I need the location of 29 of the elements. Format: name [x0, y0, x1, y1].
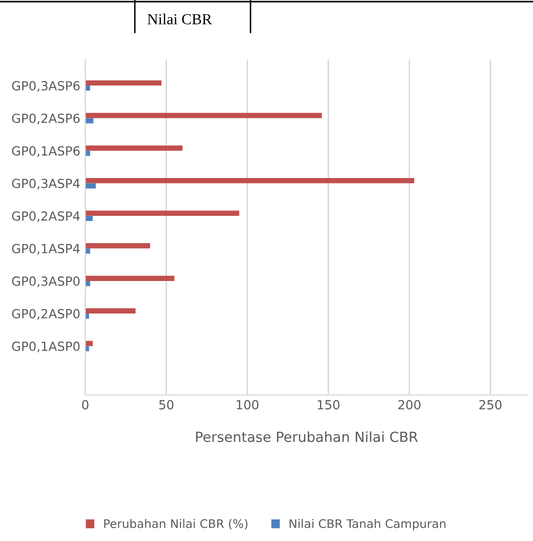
x-tick-label: 200 — [398, 400, 420, 410]
legend-label: Nilai CBR Tanah Campuran — [290, 518, 446, 530]
y-tick-label: GP0,2ASP4 — [12, 211, 80, 222]
chart-title: Nilai CBR — [148, 14, 212, 24]
bar — [85, 183, 96, 188]
x-axis-title: Persentase Perubahan Nilai CBR — [196, 431, 418, 442]
x-tick-label: 250 — [479, 400, 502, 410]
bar — [85, 80, 162, 86]
bar — [85, 308, 136, 314]
bar — [85, 145, 183, 151]
x-tick-label: 0 — [82, 400, 88, 410]
y-tick-label: GP0,2ASP6 — [12, 114, 80, 124]
y-tick-label: GP0,1ASP6 — [12, 146, 80, 157]
x-tick-label: 100 — [236, 400, 258, 410]
bar — [85, 243, 150, 248]
bar — [85, 210, 240, 216]
y-tick-label: GP0,3ASP0 — [12, 276, 80, 288]
legend-label: Perubahan Nilai CBR (%) — [104, 518, 248, 530]
y-tick-label: GP0,2ASP0 — [12, 308, 80, 320]
y-tick-label: GP0,1ASP0 — [12, 342, 80, 352]
y-tick-label: GP0,3ASP6 — [12, 81, 80, 92]
y-tick-label: GP0,1ASP4 — [12, 244, 80, 255]
x-tick-label: 150 — [318, 400, 340, 410]
x-tick-label: 50 — [159, 400, 174, 410]
bar — [85, 178, 414, 184]
bar — [85, 112, 322, 118]
bar — [85, 276, 174, 281]
y-tick-label: GP0,3ASP4 — [12, 178, 80, 190]
bar — [85, 118, 94, 124]
